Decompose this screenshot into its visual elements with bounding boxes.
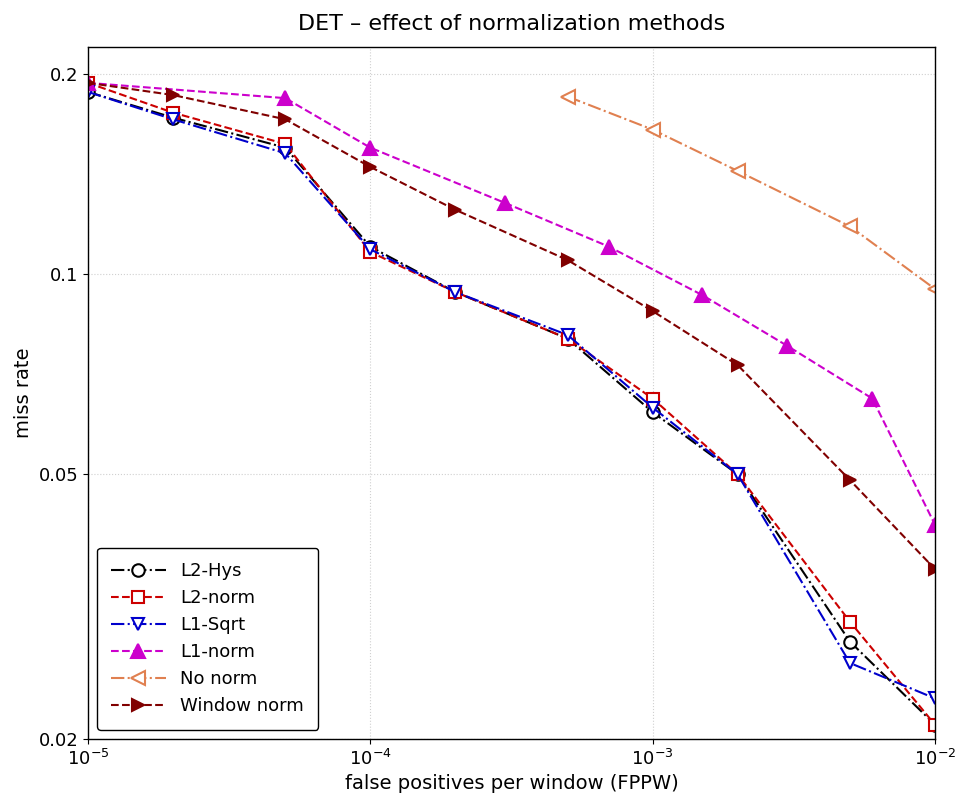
- Line: L1-norm: L1-norm: [80, 76, 941, 532]
- Line: L2-norm: L2-norm: [82, 77, 940, 730]
- L1-Sqrt: [449, 287, 460, 297]
- L1-Sqrt: [731, 470, 742, 479]
- L1-Sqrt: [561, 330, 573, 340]
- L1-norm: [696, 291, 707, 300]
- Window norm: [279, 115, 291, 124]
- No norm: [843, 222, 855, 232]
- L1-norm: [865, 394, 877, 404]
- L2-norm: [279, 139, 291, 148]
- L2-Hys: [279, 143, 291, 153]
- L1-Sqrt: [167, 115, 178, 124]
- L2-norm: [364, 247, 376, 257]
- L2-norm: [843, 617, 855, 626]
- L1-Sqrt: [279, 148, 291, 158]
- L2-norm: [167, 108, 178, 118]
- L1-norm: [82, 78, 94, 88]
- Title: DET – effect of normalization methods: DET – effect of normalization methods: [297, 14, 724, 34]
- L2-Hys: [731, 470, 742, 479]
- Legend: L2-Hys, L2-norm, L1-Sqrt, L1-norm, No norm, Window norm: L2-Hys, L2-norm, L1-Sqrt, L1-norm, No no…: [97, 548, 318, 730]
- X-axis label: false positives per window (FPPW): false positives per window (FPPW): [344, 774, 677, 793]
- No norm: [731, 166, 742, 176]
- L2-norm: [646, 394, 658, 404]
- No norm: [646, 125, 658, 135]
- L1-Sqrt: [646, 403, 658, 412]
- No norm: [561, 92, 573, 102]
- Window norm: [82, 78, 94, 88]
- L2-Hys: [646, 408, 658, 417]
- Window norm: [561, 255, 573, 265]
- L2-Hys: [561, 334, 573, 344]
- Window norm: [928, 564, 940, 574]
- Window norm: [167, 90, 178, 100]
- L2-norm: [449, 287, 460, 297]
- L1-Sqrt: [364, 245, 376, 254]
- No norm: [928, 284, 940, 294]
- Line: Window norm: Window norm: [81, 77, 940, 575]
- L2-Hys: [843, 637, 855, 646]
- Line: No norm: No norm: [560, 90, 941, 296]
- L1-Sqrt: [928, 693, 940, 703]
- L2-norm: [561, 334, 573, 344]
- L2-norm: [928, 720, 940, 730]
- L2-Hys: [364, 242, 376, 252]
- L2-norm: [731, 470, 742, 479]
- Line: L1-Sqrt: L1-Sqrt: [81, 86, 940, 705]
- L2-Hys: [82, 87, 94, 97]
- L2-Hys: [167, 113, 178, 123]
- L1-norm: [781, 341, 793, 351]
- L1-norm: [928, 520, 940, 529]
- L1-norm: [499, 198, 511, 207]
- Y-axis label: miss rate: miss rate: [14, 347, 33, 438]
- Window norm: [364, 162, 376, 172]
- L2-norm: [82, 78, 94, 88]
- L2-Hys: [928, 720, 940, 730]
- Window norm: [449, 205, 460, 215]
- L1-norm: [603, 242, 614, 252]
- Window norm: [731, 360, 742, 370]
- Line: L2-Hys: L2-Hys: [81, 86, 940, 731]
- Window norm: [646, 306, 658, 316]
- L1-Sqrt: [82, 87, 94, 97]
- L1-Sqrt: [843, 659, 855, 668]
- Window norm: [843, 475, 855, 485]
- L2-Hys: [449, 287, 460, 297]
- L1-norm: [279, 94, 291, 103]
- L1-norm: [364, 143, 376, 153]
